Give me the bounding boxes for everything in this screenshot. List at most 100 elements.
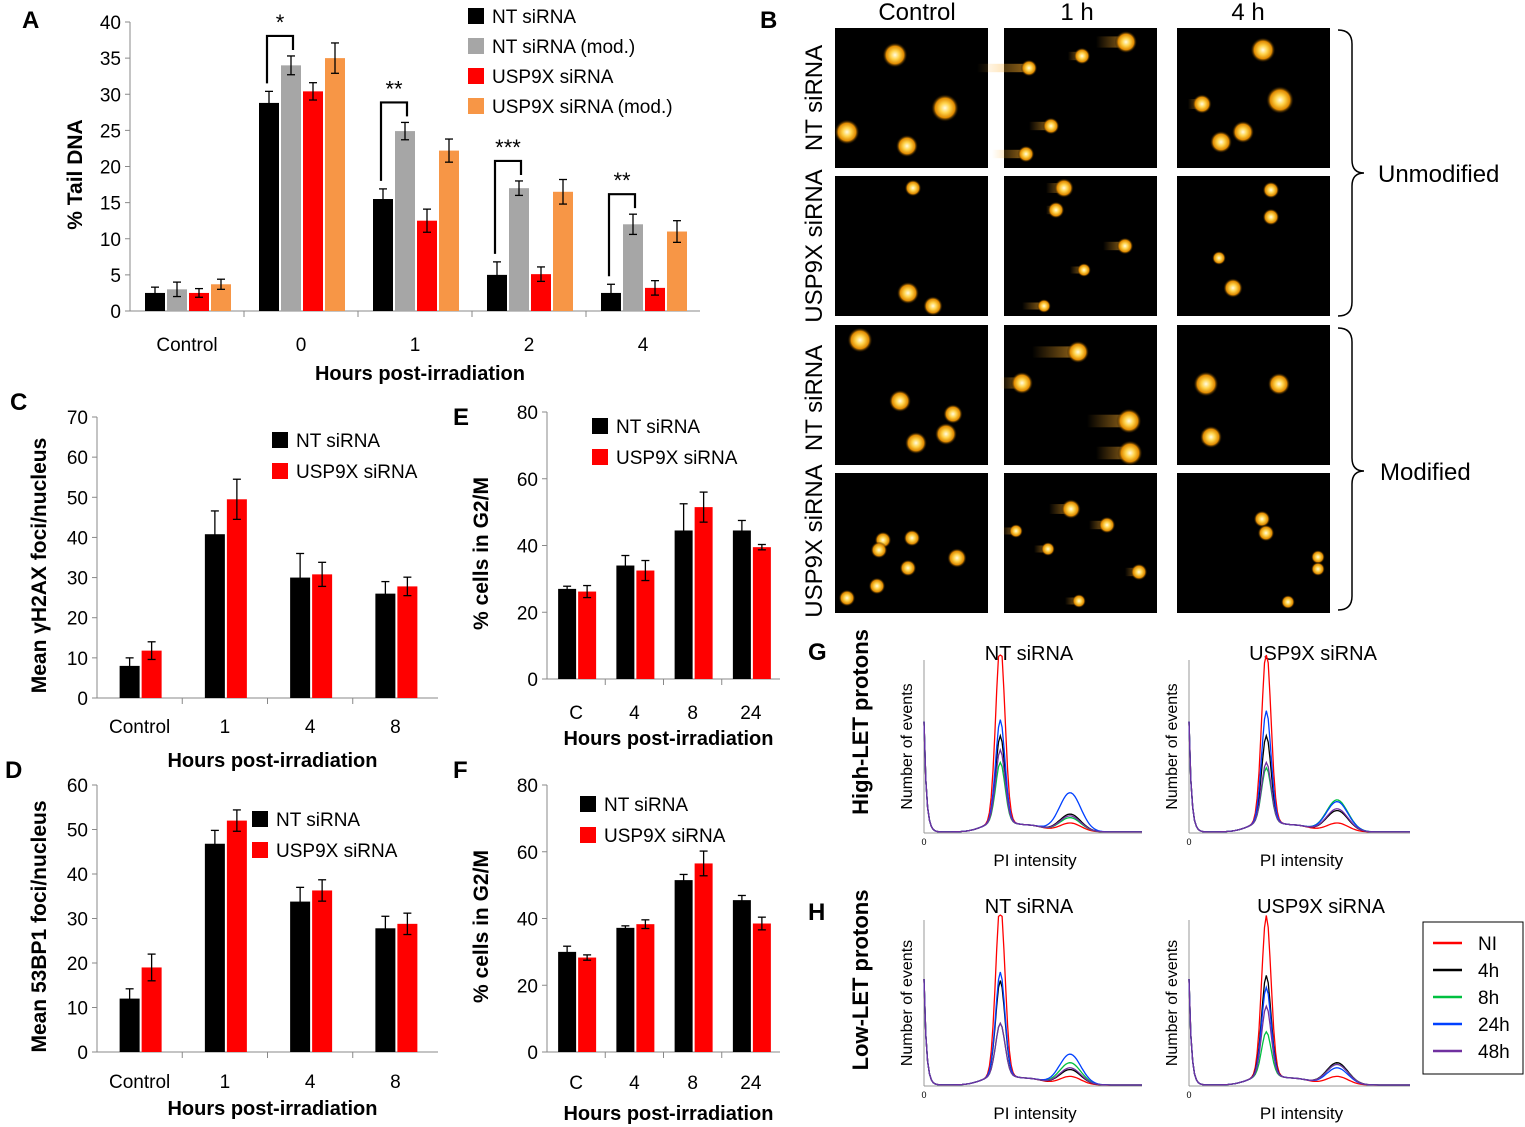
chart-d-x-axis-title: Hours post-irradiation	[167, 1098, 377, 1120]
chart-a-significance-bracket	[379, 101, 409, 181]
flow-row-title-high-let: High-LET protons	[848, 629, 873, 815]
chart-a-significance-bracket	[493, 159, 523, 254]
comet-nucleus	[1117, 440, 1143, 466]
comet-nucleus	[1250, 37, 1276, 63]
chart-f-legend-swatch	[580, 796, 596, 812]
comet-nucleus	[1020, 59, 1038, 77]
chart-a-error-bar	[173, 281, 181, 298]
chart-e-error-bar	[641, 559, 650, 582]
chart-f-error-bar	[641, 919, 650, 930]
chart-a-bar	[553, 191, 573, 311]
chart-d-bar	[226, 820, 247, 1052]
chart-a-error-bar	[423, 208, 431, 233]
chart-f-x-axis-title: Hours post-irradiation	[563, 1103, 773, 1125]
chart-a-bar	[259, 102, 279, 311]
chart-a-y-axis-title: % Tail DNA	[64, 119, 87, 229]
chart-c-bar	[397, 586, 418, 698]
comet-nucleus	[1077, 263, 1091, 277]
chart-e-bar	[616, 565, 635, 679]
chart-a-y-tick-label: 30	[100, 85, 121, 106]
chart-a-significance-bracket	[265, 34, 295, 84]
comet-nucleus	[1262, 208, 1280, 226]
chart-d-bar	[397, 923, 418, 1052]
chart-e-x-axis-title: Hours post-irradiation	[563, 728, 773, 750]
chart-e-error-bar	[699, 491, 708, 523]
chart-e-g2m: 0 20 40 60 80 C 4 8 24 % cells in G2/M Hours post-…	[470, 403, 780, 750]
chart-a-bar	[145, 292, 165, 311]
chart-f-bar	[752, 923, 771, 1052]
comet-nucleus	[1116, 408, 1142, 434]
chart-c-legend-label: USP9X siRNA	[296, 462, 418, 483]
flow-curve-24h	[1188, 710, 1410, 833]
chart-a-bar	[645, 287, 665, 311]
comet-nucleus	[1223, 278, 1243, 298]
flow-x-axis-label: PI intensity	[1260, 1104, 1344, 1123]
chart-c-bar	[141, 650, 162, 698]
comet-nucleus	[1054, 178, 1074, 198]
group-label-modified: Modified	[1380, 459, 1471, 486]
chart-a-bar	[211, 284, 231, 311]
chart-d-legend-swatch	[252, 811, 268, 827]
chart-a-error-bar	[651, 280, 659, 296]
chart-a-error-bar	[537, 266, 545, 283]
chart-e-legend-label: NT siRNA	[616, 417, 700, 438]
comet-nucleus	[1098, 516, 1116, 534]
chart-d-legend-swatch	[252, 842, 268, 858]
comet-nucleus	[931, 94, 959, 122]
chart-a-error-bar	[287, 55, 295, 76]
comet-nucleus	[943, 404, 963, 424]
comet-nucleus	[882, 42, 908, 68]
comet-nucleus	[896, 281, 920, 305]
chart-a-error-bar	[559, 178, 567, 205]
comet-assay-panel: Control 1 h 4 h NT siRNA USP9X siRNA NT …	[801, 0, 1499, 618]
chart-c-y-axis-title: Mean γH2AX foci/nucleus	[28, 438, 51, 694]
chart-a-category-label: 4	[638, 335, 649, 356]
flow-curve-8h	[923, 978, 1142, 1086]
flow-curve-48h	[923, 978, 1142, 1086]
comet-nucleus	[1231, 120, 1255, 144]
chart-d-bar	[375, 928, 396, 1052]
chart-f-category-label: C	[569, 1073, 583, 1094]
chart-d-bar	[141, 967, 162, 1052]
chart-f-bar	[616, 927, 635, 1052]
group-label-unmodified: Unmodified	[1378, 161, 1499, 188]
chart-f-bar	[558, 951, 577, 1052]
chart-e-legend-swatch	[592, 449, 608, 465]
flow-y-axis-label: Number of events	[1164, 683, 1181, 809]
chart-a-legend-swatch	[468, 38, 484, 54]
comet-nucleus	[1199, 425, 1223, 449]
flow-curve-24h	[923, 719, 1142, 833]
flow-curve-48h	[1188, 978, 1410, 1086]
chart-c-legend-swatch	[272, 463, 288, 479]
chart-a-significance-label: ***	[495, 135, 521, 160]
chart-a-significance-label: *	[276, 10, 285, 35]
comet-nucleus	[1311, 550, 1325, 564]
chart-d-category-label: 4	[305, 1072, 316, 1093]
chart-e-category-label: C	[569, 703, 583, 724]
comet-nucleus	[1262, 181, 1280, 199]
flow-curve-48h	[1188, 721, 1410, 833]
chart-a-error-bar	[265, 90, 273, 116]
chart-f-error-bar	[757, 916, 766, 931]
chart-a-bar	[487, 274, 507, 311]
comet-nucleus	[1311, 562, 1325, 576]
chart-a-category-label: 2	[524, 335, 535, 356]
chart-e-category-label: 4	[629, 703, 640, 724]
chart-f-error-bar	[583, 954, 592, 961]
comet-nucleus	[838, 589, 856, 607]
panel-letter-g: G	[808, 639, 827, 666]
chart-a-y-tick-label: 10	[100, 230, 121, 251]
chart-c-gh2ax: 0 10 20 30 40 50 60 70 Control 1 4 8 Mean γH2AX foci…	[28, 408, 438, 772]
chart-e-bar	[636, 570, 655, 679]
chart-a-error-bar	[629, 213, 637, 236]
chart-f-legend-label: NT siRNA	[604, 795, 688, 816]
comet-image	[1177, 325, 1330, 465]
comet-nucleus	[904, 431, 928, 455]
comet-image	[834, 28, 988, 168]
comet-image	[1002, 473, 1157, 613]
chart-c-legend-label: NT siRNA	[296, 431, 380, 452]
chart-c-bar	[312, 574, 333, 698]
comet-col-header-control: Control	[878, 0, 955, 26]
chart-f-error-bar	[699, 850, 708, 877]
comet-nucleus	[834, 119, 860, 145]
